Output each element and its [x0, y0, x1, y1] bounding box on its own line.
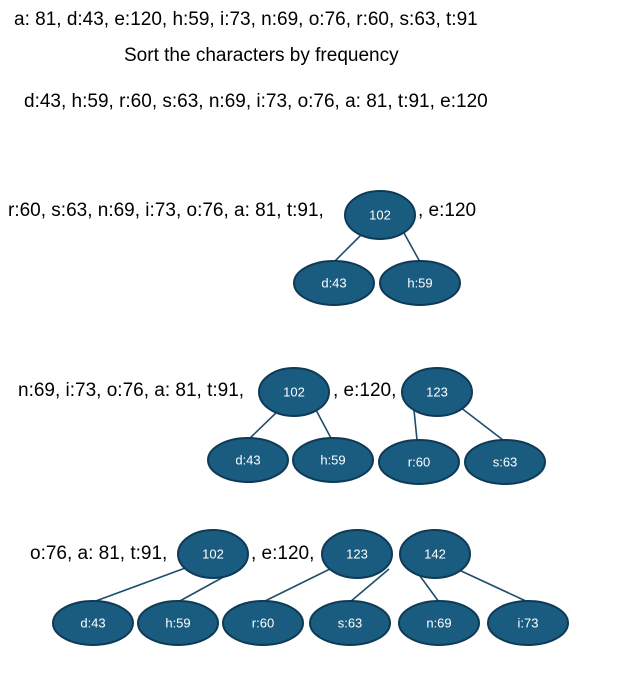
- node-label: n:69: [426, 616, 451, 631]
- node-label: 142: [424, 547, 446, 562]
- leaf-node-r60: [378, 439, 460, 485]
- tree-node-102: [344, 190, 416, 240]
- edge: [247, 409, 280, 441]
- node-label: r:60: [408, 455, 430, 470]
- node-label: h:59: [407, 276, 432, 291]
- node-label: h:59: [165, 616, 190, 631]
- leaf-node-i73: [487, 600, 569, 646]
- edge: [458, 569, 529, 603]
- edge: [92, 566, 189, 603]
- node-label: d:43: [321, 276, 346, 291]
- edge: [419, 575, 440, 603]
- instruction-text: Sort the characters by frequency: [124, 45, 399, 66]
- edge: [413, 409, 418, 441]
- node-label: h:59: [320, 453, 345, 468]
- node-label: s:63: [338, 616, 363, 631]
- step1-remaining-right: , e:120: [418, 200, 477, 221]
- node-label: 102: [283, 385, 305, 400]
- leaf-node-d43: [207, 437, 289, 483]
- tree-node-102: [177, 529, 249, 579]
- leaf-node-d43: [293, 260, 375, 306]
- sorted-list: d:43, h:59, r:60, s:63, n:69, i:73, o:76…: [24, 91, 488, 112]
- node-label: r:60: [252, 616, 274, 631]
- leaf-node-n69: [398, 600, 480, 646]
- node-label: 102: [202, 547, 224, 562]
- step3-remaining-mid: , e:120,: [251, 543, 315, 564]
- edge: [403, 232, 421, 263]
- edge: [262, 566, 335, 603]
- node-label: 102: [369, 208, 391, 223]
- leaf-node-h59: [137, 600, 219, 646]
- leaf-node-h59: [379, 260, 461, 306]
- node-label: s:63: [493, 455, 518, 470]
- leaf-node-r60: [222, 600, 304, 646]
- node-label: 123: [426, 385, 448, 400]
- node-label: i:73: [518, 616, 539, 631]
- edge: [459, 406, 504, 441]
- step1-remaining-left: r:60, s:63, n:69, i:73, o:76, a: 81, t:9…: [8, 200, 324, 221]
- node-label: d:43: [235, 453, 260, 468]
- tree-node-142: [399, 529, 471, 579]
- step2-remaining-left: n:69, i:73, o:76, a: 81, t:91,: [18, 380, 245, 401]
- leaf-node-s63: [464, 439, 546, 485]
- edge: [349, 568, 390, 603]
- leaf-node-s63: [309, 600, 391, 646]
- tree-node-123: [321, 529, 393, 579]
- original-frequencies: a: 81, d:43, e:120, h:59, i:73, n:69, o:…: [14, 9, 478, 30]
- node-label: d:43: [80, 616, 105, 631]
- tree-node-102: [258, 367, 330, 417]
- leaf-node-d43: [52, 600, 134, 646]
- leaf-node-h59: [292, 437, 374, 483]
- tree-node-123: [401, 367, 473, 417]
- node-label: 123: [346, 547, 368, 562]
- step2-remaining-mid: , e:120,: [333, 380, 397, 401]
- edge: [315, 409, 333, 441]
- step3-remaining-left: o:76, a: 81, t:91,: [30, 543, 168, 564]
- edge: [333, 232, 364, 263]
